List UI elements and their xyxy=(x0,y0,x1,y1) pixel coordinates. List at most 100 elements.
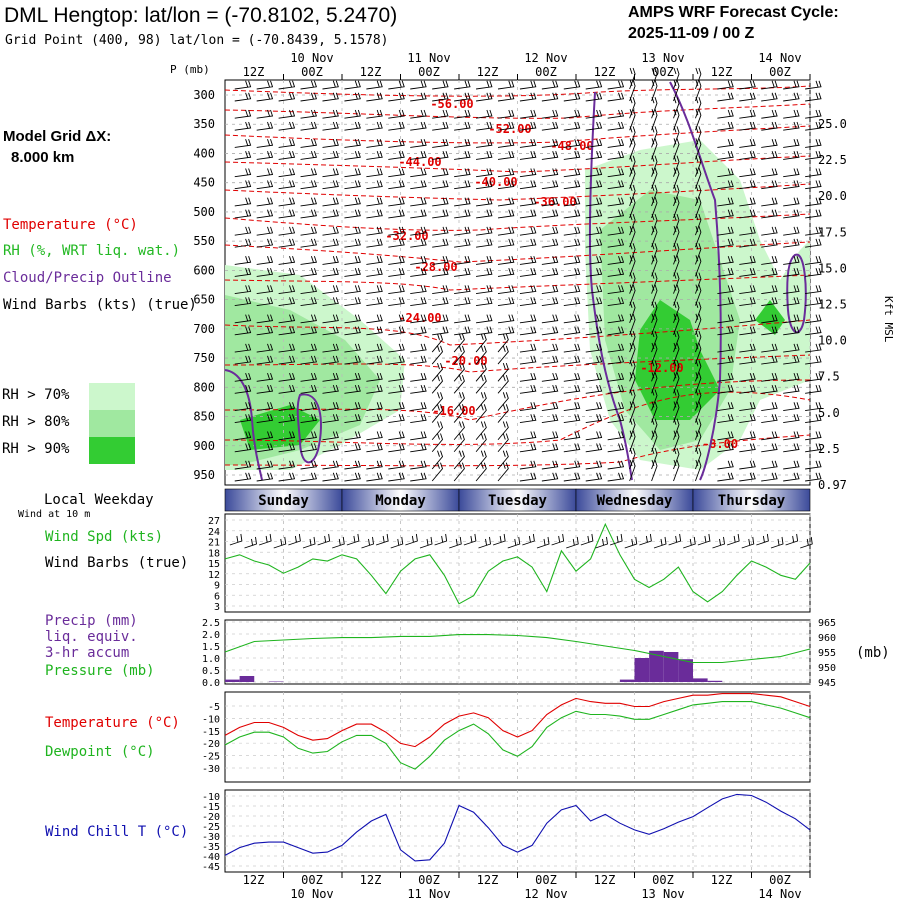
top-hour-label: 12Z xyxy=(594,65,616,79)
wind-barb xyxy=(344,151,361,160)
wind-barb xyxy=(300,209,317,219)
wind-barb xyxy=(410,139,427,148)
wind-barb xyxy=(783,443,800,453)
wind-barb xyxy=(278,384,296,394)
temperature-contour-label: -24.00 xyxy=(398,311,441,325)
wind-barb xyxy=(388,180,405,190)
weekday-label: Wednesday xyxy=(597,493,673,509)
wind-barb xyxy=(739,384,756,394)
cloud-outline xyxy=(224,369,263,481)
wind-barb xyxy=(739,197,756,207)
wind-barb xyxy=(476,168,493,178)
wind-barb xyxy=(278,472,296,482)
wind-barb-10m xyxy=(580,533,594,546)
precip-bar xyxy=(663,652,679,682)
wind-barb xyxy=(607,402,625,411)
pressure-y-tick: 955 xyxy=(818,648,836,659)
chill-y-tick: -25 xyxy=(202,822,220,833)
wind-barb xyxy=(278,209,296,219)
precip-y-tick: 2.0 xyxy=(202,630,220,641)
wind-barb xyxy=(805,80,822,90)
wind-barb xyxy=(366,168,383,178)
bottom-date-label: 13 Nov xyxy=(641,887,684,900)
wind-barb xyxy=(761,268,778,277)
wind-barb xyxy=(454,168,471,178)
wind-barb xyxy=(585,121,603,131)
wind-barb xyxy=(497,462,509,482)
wind-barb xyxy=(278,268,296,277)
wind-barb xyxy=(322,256,339,265)
wind-barb xyxy=(234,168,252,178)
wind-barb-10m xyxy=(229,533,243,546)
wind-barb-10m xyxy=(332,536,345,549)
wind-barb xyxy=(585,414,603,423)
wind-barb xyxy=(805,431,822,441)
wind-barb xyxy=(454,226,471,236)
wind-barb xyxy=(366,384,383,394)
wind-barb xyxy=(322,297,339,307)
wind-barb xyxy=(541,326,559,336)
wind-barb xyxy=(300,285,317,295)
wind-barb xyxy=(497,314,515,324)
wind-barb xyxy=(256,139,274,148)
wind-barb xyxy=(673,138,680,160)
wind-barb xyxy=(761,402,778,411)
temp-y-tick: -15 xyxy=(202,727,220,738)
wind-barb xyxy=(519,431,537,441)
wind-barb xyxy=(453,362,465,382)
wind-barb xyxy=(695,167,702,189)
wind-barb xyxy=(453,345,465,365)
wind-barb-10m xyxy=(741,536,755,549)
wind-barb xyxy=(585,314,603,324)
wind-barb xyxy=(454,238,471,248)
wind-barb xyxy=(695,372,702,394)
wind-barb xyxy=(783,372,800,382)
wind-barb xyxy=(453,374,465,394)
wind-barb xyxy=(541,209,559,219)
cloud-outline xyxy=(669,81,722,481)
wind-barb xyxy=(256,431,274,441)
wind-barb xyxy=(476,256,493,265)
wind-barb xyxy=(453,462,465,482)
wind-barb xyxy=(256,168,274,178)
wind-barb xyxy=(366,472,383,482)
wind-barb xyxy=(739,460,756,470)
bottom-date-label: 11 Nov xyxy=(407,887,450,900)
wind-barb xyxy=(519,314,537,324)
wind-barb xyxy=(695,255,702,277)
wind-barb xyxy=(256,343,274,353)
wind-barb-10m xyxy=(609,533,623,546)
wind-barb xyxy=(388,297,405,307)
wind-barb xyxy=(541,226,559,236)
wind-barb xyxy=(278,197,296,207)
wind-barb xyxy=(475,345,487,365)
wind-barb-10m xyxy=(653,536,667,549)
wind-barb xyxy=(717,139,734,148)
wind-barb xyxy=(563,92,581,102)
wind-barb xyxy=(234,151,252,160)
wind-barb xyxy=(651,255,658,277)
wind-barb xyxy=(366,285,383,295)
wind-barb-10m xyxy=(507,536,521,549)
temperature-contour xyxy=(224,241,811,263)
wind-barb xyxy=(563,209,581,219)
wind-barb xyxy=(322,226,339,236)
wind-barb xyxy=(300,326,317,336)
wind-barb xyxy=(410,209,427,219)
wind-barb xyxy=(629,167,636,189)
wind-barb xyxy=(410,268,427,277)
wind-barb xyxy=(410,343,427,353)
wind-barb xyxy=(454,121,471,131)
bottom-hour-label: 12Z xyxy=(477,873,499,887)
wind-barb xyxy=(256,355,274,365)
wind-barb-10m xyxy=(302,536,316,549)
wind-barb xyxy=(541,460,559,470)
wind-barb xyxy=(322,151,339,160)
wind-barb xyxy=(563,326,581,336)
wind-barb xyxy=(761,326,778,336)
wind-barb xyxy=(717,285,734,295)
wind-barb xyxy=(607,139,625,148)
wind-barb xyxy=(344,238,361,248)
wind-barb xyxy=(366,121,383,131)
wind-barb xyxy=(783,268,800,277)
